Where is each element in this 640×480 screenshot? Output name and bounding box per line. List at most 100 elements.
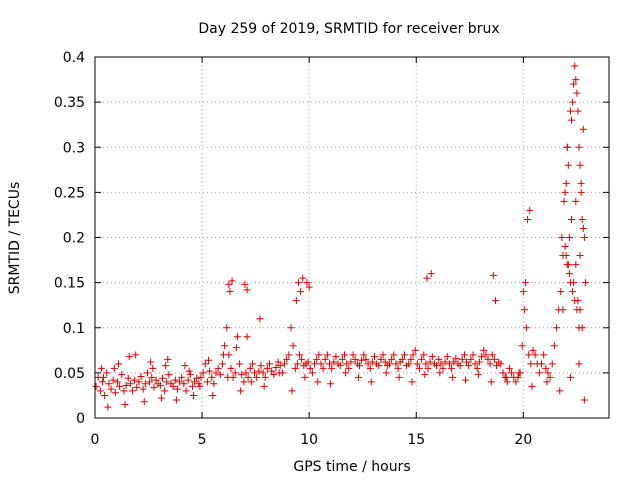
data-point [232,344,240,352]
data-point [580,396,588,404]
data-point [291,364,299,372]
data-point [294,279,302,287]
data-point [169,382,177,390]
data-point [573,306,581,314]
data-point [199,369,207,377]
data-point [319,364,327,372]
data-point [398,355,406,363]
data-point [148,373,156,381]
data-point [327,380,335,388]
data-point [568,215,576,223]
data-point [223,324,231,332]
data-point [305,283,313,291]
data-point [489,271,497,279]
data-point [439,364,447,372]
data-point [574,107,582,115]
data-point [480,346,488,354]
data-point [368,358,376,366]
data-point [172,396,180,404]
data-point [573,89,581,97]
data-point [345,364,353,372]
data-point [203,378,211,386]
data-point [579,125,587,133]
data-point [418,355,426,363]
data-point [465,362,473,370]
data-point [182,387,190,395]
data-point [156,382,164,390]
data-point [452,354,460,362]
data-point [149,364,157,372]
data-point [152,376,160,384]
data-point [544,369,552,377]
y-tick-label: 0.05 [54,366,85,382]
data-point [212,369,220,377]
data-point [515,369,523,377]
data-point [255,367,263,375]
data-point [469,351,477,359]
data-point [421,371,429,379]
data-point [301,373,309,381]
data-point [289,342,297,350]
data-point [400,351,408,359]
data-point [208,373,216,381]
data-point [257,362,265,370]
data-point [171,376,179,384]
data-point [132,351,140,359]
data-point [244,373,252,381]
data-point [559,306,567,314]
data-point [443,353,451,361]
data-point [158,374,166,382]
data-point [413,360,421,368]
data-point [474,371,482,379]
data-point [256,315,264,323]
data-series [92,62,589,411]
data-point [488,351,496,359]
x-tick-label: 10 [300,432,318,448]
data-point [237,387,245,395]
y-tick-label: 0.35 [54,95,85,111]
data-point [462,376,470,384]
data-point [296,351,304,359]
data-point [409,351,417,359]
data-point [128,387,136,395]
data-point [358,356,366,364]
y-tick-label: 0.25 [54,185,85,201]
y-tick-label: 0 [76,411,85,427]
data-point [564,161,572,169]
data-point [231,369,239,377]
data-point [328,364,336,372]
data-point [139,385,147,393]
data-point [553,324,561,332]
data-point [214,364,222,372]
data-point [525,351,533,359]
data-point [422,360,430,368]
data-point [427,270,435,278]
data-point [385,360,393,368]
data-point [575,143,583,151]
data-point [558,234,566,241]
data-point [165,371,173,379]
x-axis-ticks: 0 5 10 15 20 [91,57,532,448]
data-point [576,161,584,169]
data-point [190,391,198,399]
data-point [103,369,111,377]
data-point [349,351,357,359]
data-point [577,188,585,196]
data-point [110,364,118,372]
data-point [579,224,587,232]
data-point [395,373,403,381]
data-point [562,179,570,187]
data-point [437,360,445,368]
data-point [343,360,351,368]
data-point [478,353,486,361]
data-point [293,360,301,368]
data-point [131,376,139,384]
data-point [270,371,278,379]
y-tick-label: 0.15 [54,276,85,292]
data-point [184,376,192,384]
data-point [366,364,374,372]
data-point [205,356,213,364]
data-point [157,394,165,402]
data-point [311,360,319,368]
